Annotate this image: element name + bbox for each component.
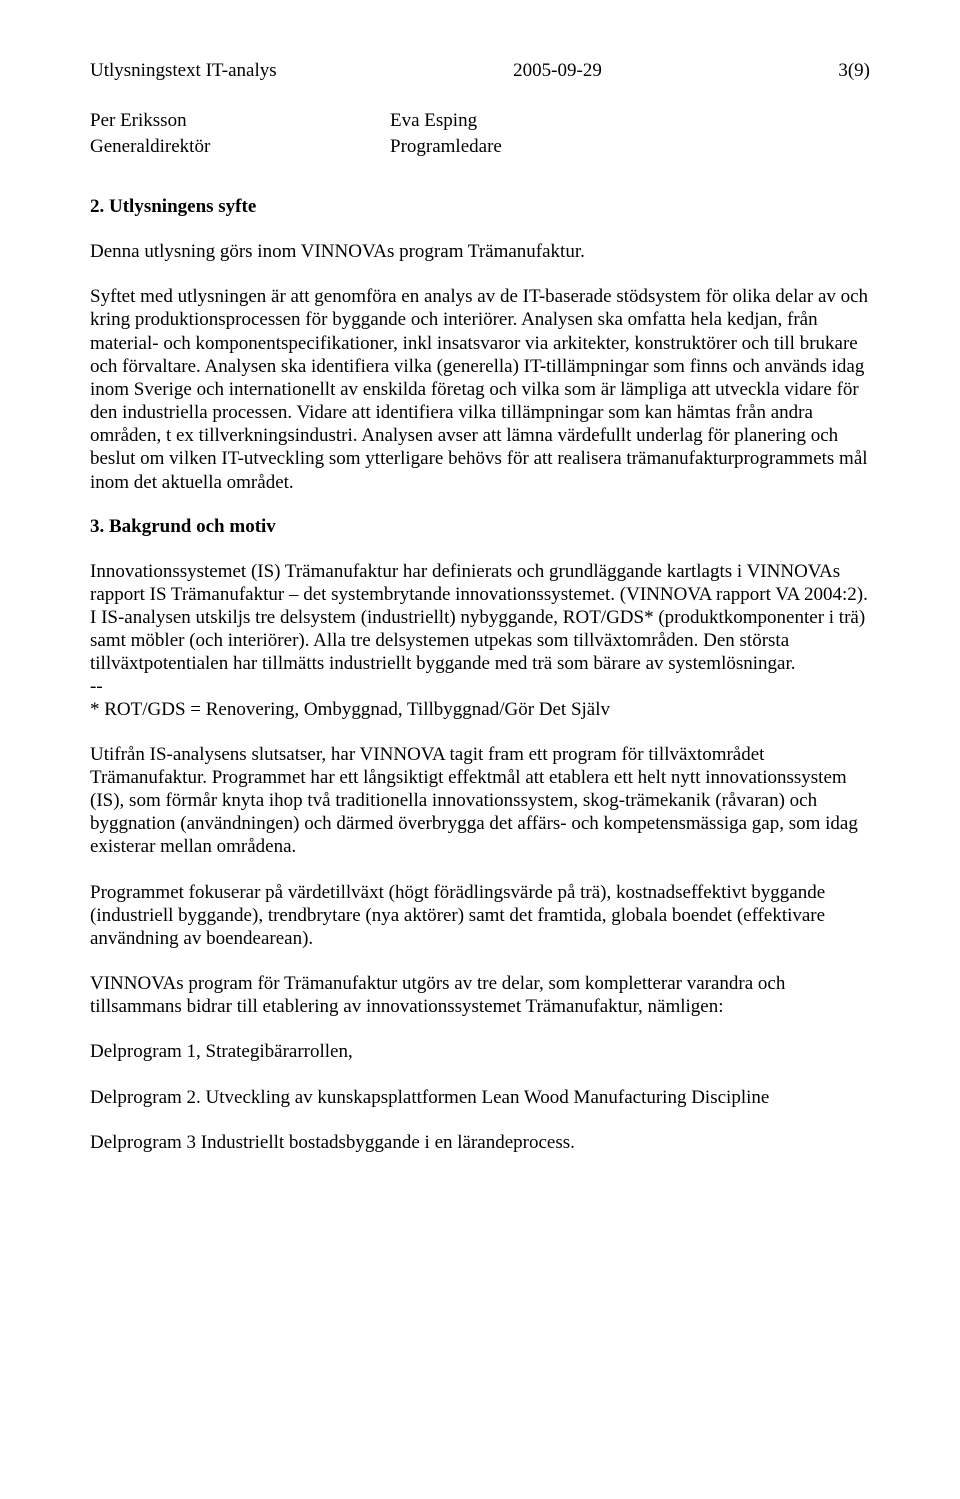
signatory-left-title: Generaldirektör: [90, 136, 390, 158]
delprogram-1: Delprogram 1, Strategibärarrollen,: [90, 1040, 870, 1063]
section-2-heading: 2. Utlysningens syfte: [90, 196, 870, 218]
section-3-heading: 3. Bakgrund och motiv: [90, 516, 870, 538]
doc-title: Utlysningstext IT-analys: [90, 60, 277, 82]
section-3-para-4: VINNOVAs program för Trämanufaktur utgör…: [90, 972, 870, 1018]
signatory-block: Per Eriksson Eva Esping Generaldirektör …: [90, 110, 870, 158]
section-2-para-1: Denna utlysning görs inom VINNOVAs progr…: [90, 240, 870, 263]
delprogram-3: Delprogram 3 Industriellt bostadsbyggand…: [90, 1131, 870, 1154]
delprogram-2: Delprogram 2. Utveckling av kunskapsplat…: [90, 1086, 870, 1109]
doc-date: 2005-09-29: [513, 60, 602, 82]
signatory-left-name: Per Eriksson: [90, 110, 390, 132]
document-page: Utlysningstext IT-analys 2005-09-29 3(9)…: [0, 0, 960, 1204]
section-2-para-2: Syftet med utlysningen är att genomföra …: [90, 285, 870, 494]
section-3-para-1: Innovationssystemet (IS) Trämanufaktur h…: [90, 560, 870, 676]
section-3-para-2: Utifrån IS-analysens slutsatser, har VIN…: [90, 743, 870, 859]
section-3-para-3: Programmet fokuserar på värdetillväxt (h…: [90, 881, 870, 951]
page-header: Utlysningstext IT-analys 2005-09-29 3(9): [90, 60, 870, 82]
signatory-right-title: Programledare: [390, 136, 870, 158]
footnote-text: * ROT/GDS = Renovering, Ombyggnad, Tillb…: [90, 698, 870, 721]
page-number: 3(9): [838, 60, 870, 82]
signatory-right-name: Eva Esping: [390, 110, 870, 132]
footnote-separator: --: [90, 676, 870, 698]
